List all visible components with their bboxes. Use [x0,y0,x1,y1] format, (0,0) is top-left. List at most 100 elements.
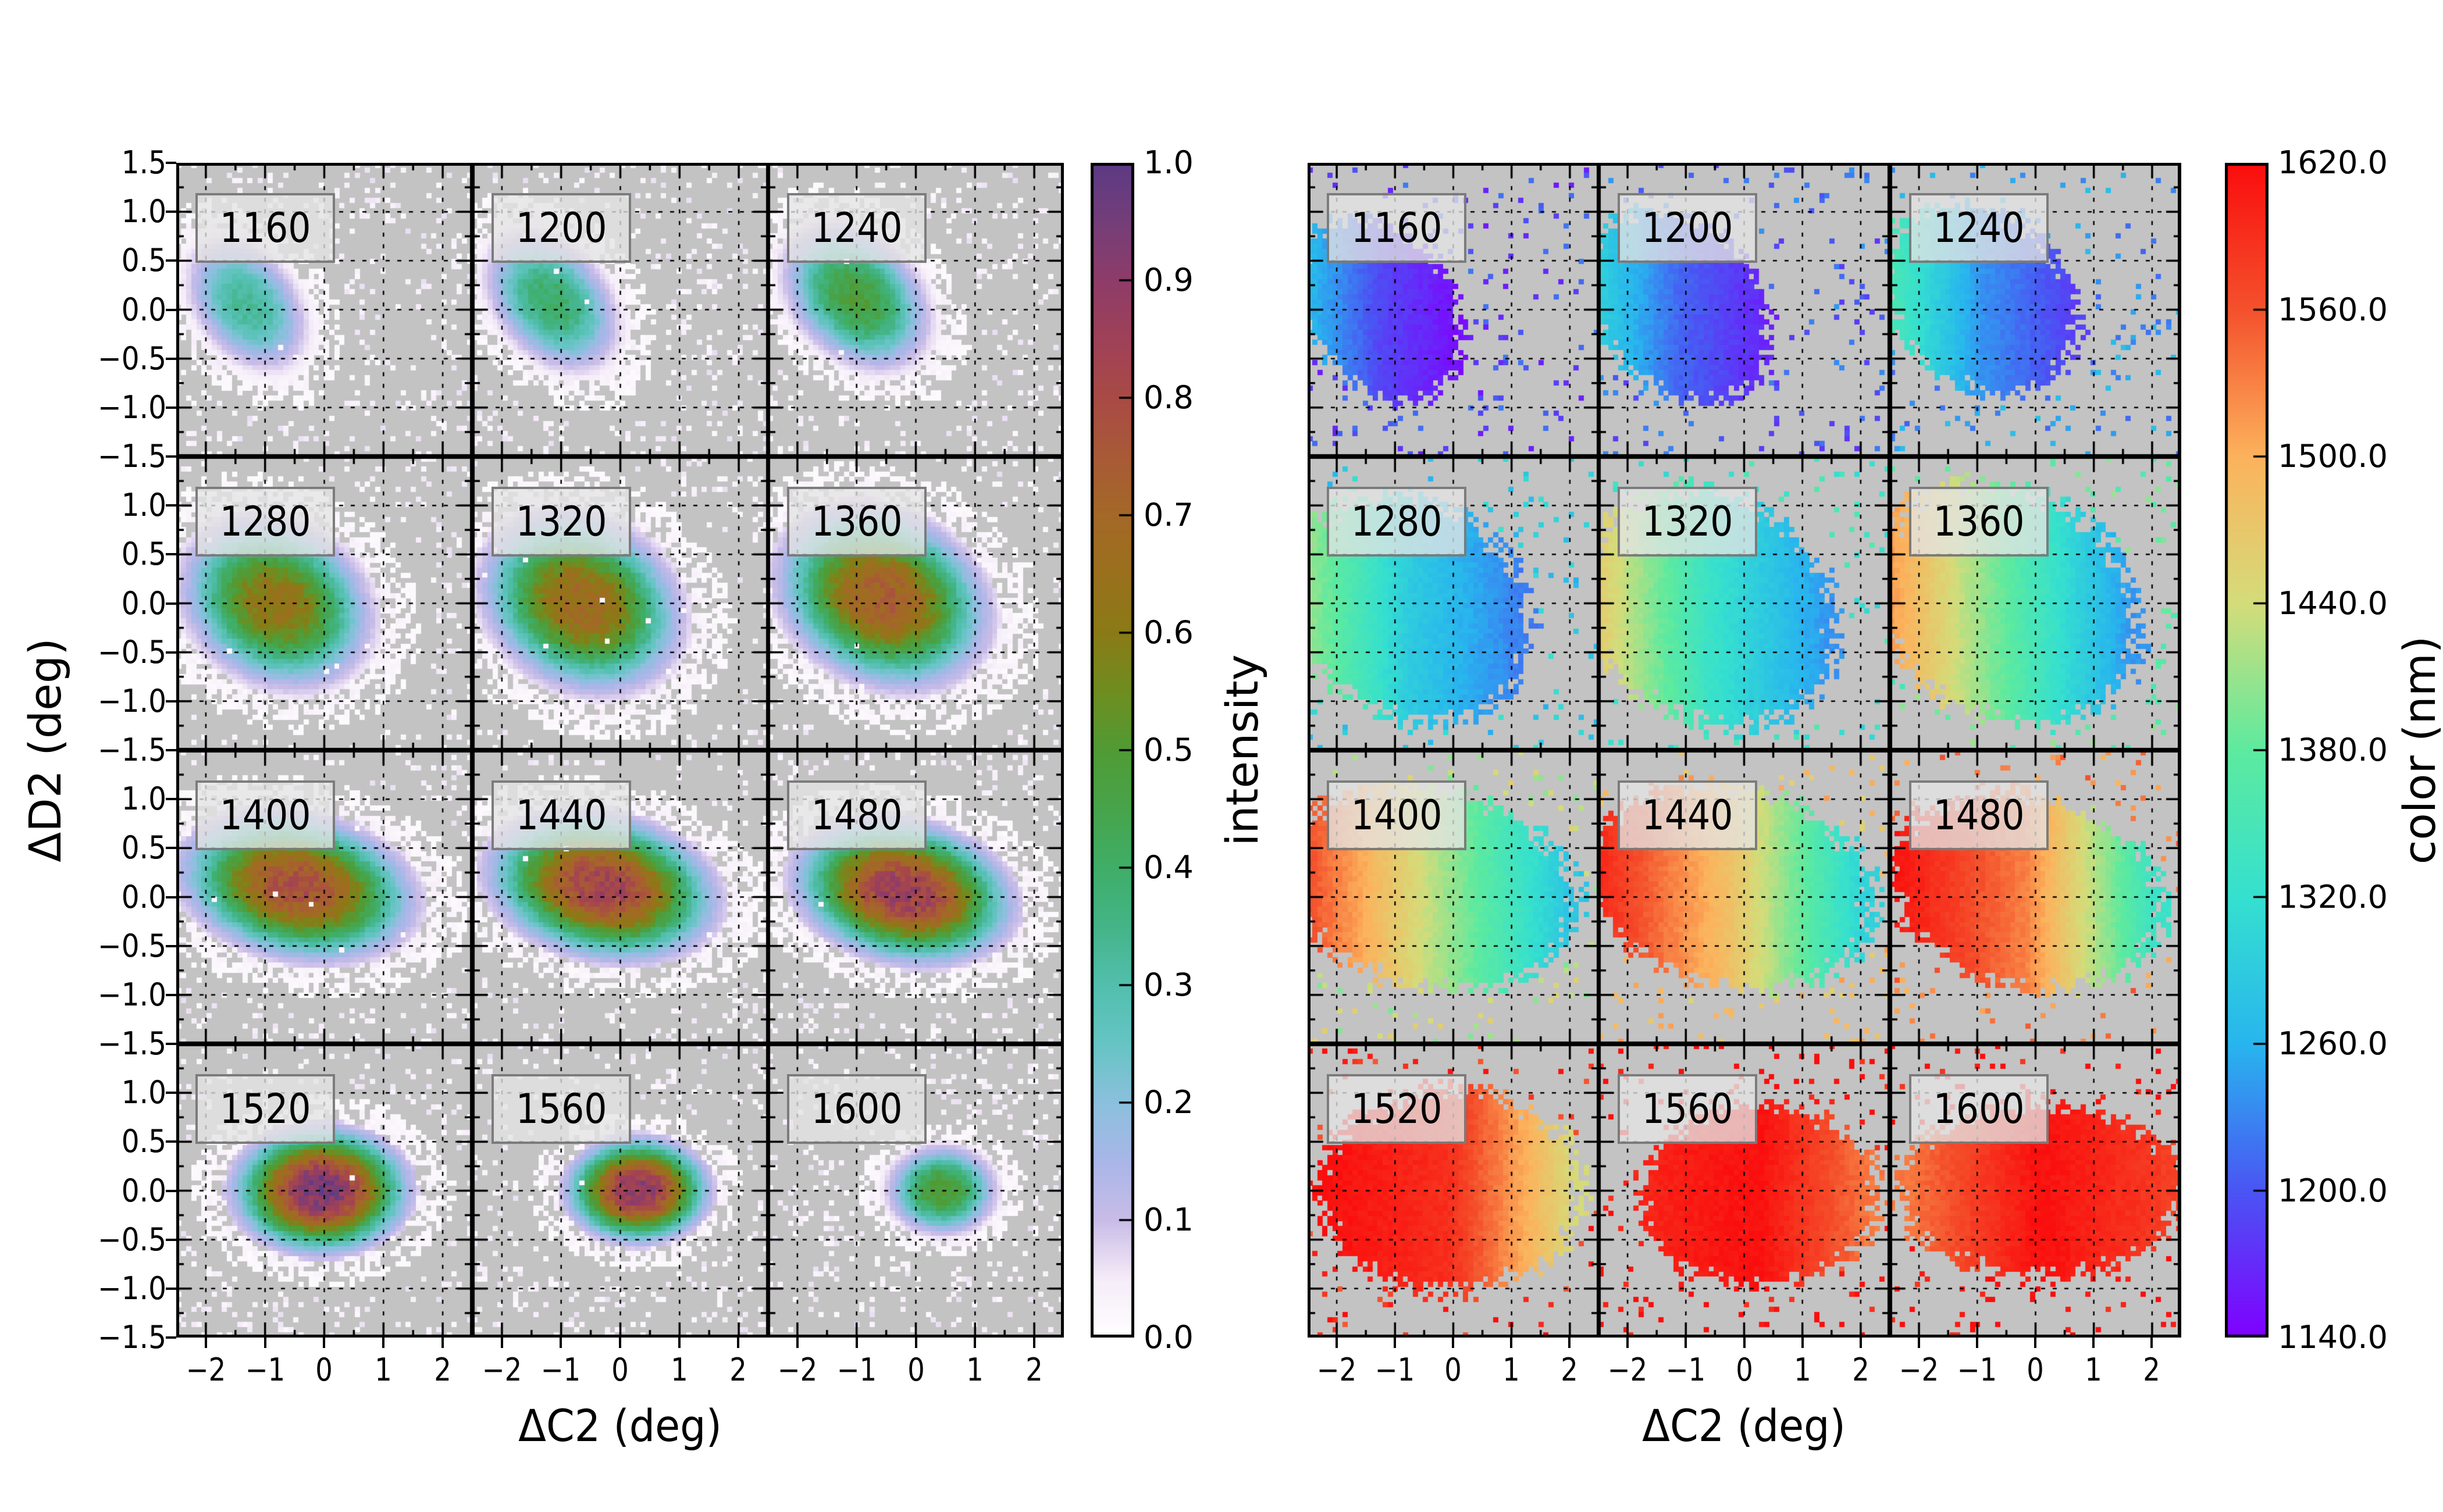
subplot-label-box: 1440 [1618,780,1758,850]
x-outward-tick [2150,1338,2153,1348]
x-outward-tick [1859,1338,1862,1348]
heatmap-cell-color-panel-1560: 1560 [1598,1044,1890,1338]
x-tick-label: 2 [2143,1351,2160,1388]
subplot-label: 1440 [515,791,607,839]
subplot-label-box: 1160 [1327,193,1466,263]
heatmap-cell-color-panel-1160: 1160 [1308,163,1599,457]
subplot-label: 1440 [1641,791,1733,839]
y-tick-label: 0.0 [121,291,166,328]
x-tick-label: 0 [611,1351,629,1388]
subplot-label: 1320 [1641,498,1733,545]
y-tick-label: −0.5 [97,340,166,377]
subplot-label: 1600 [1933,1085,2025,1133]
heatmap-cell-color-panel-1240: 1240 [1889,163,2181,457]
heatmap-cell-color-panel-1360: 1360 [1889,457,2181,750]
colorbar-color-panel [2225,163,2268,1338]
x-outward-tick [1394,1338,1397,1348]
colorbar-tick-label: 1620.0 [2278,144,2388,181]
y-outward-tick [166,1092,176,1094]
x-tick-label: −1 [541,1351,581,1388]
subplot-label-box: 1280 [1327,487,1466,557]
subplot-label-box: 1520 [195,1074,335,1144]
colorbar-title-intensity: intensity [1216,654,1268,846]
subplot-label: 1280 [1351,498,1443,545]
x-outward-tick [678,1338,681,1348]
colorbar-tick-label: 1560.0 [2278,291,2388,328]
heatmap-cell-intensity-panel-1560: 1560 [472,1044,768,1338]
y-tick-label: 0.5 [121,1123,166,1160]
subplot-label: 1240 [811,204,903,252]
x-tick-label: −1 [1957,1351,1997,1388]
heatmap-cell-intensity-panel-1480: 1480 [768,750,1064,1044]
heatmap-cell-color-panel-1480: 1480 [1889,750,2181,1044]
x-outward-tick [500,1338,503,1348]
subplot-label: 1280 [219,498,311,545]
x-tick-label: 1 [1793,1351,1811,1388]
heatmap-cell-intensity-panel-1400: 1400 [176,750,472,1044]
y-tick-label: 0.5 [121,242,166,279]
heatmap-cell-intensity-panel-1240: 1240 [768,163,1064,457]
x-outward-tick [914,1338,917,1348]
y-outward-tick [166,847,176,850]
colorbar-tick-label: 0.5 [1144,732,1194,768]
subplot-label: 1520 [1351,1085,1443,1133]
x-tick-label: 0 [315,1351,333,1388]
heatmap-cell-intensity-panel-1520: 1520 [176,1044,472,1338]
subplot-label-box: 1200 [1618,193,1758,263]
subplot-label: 1320 [515,498,607,545]
y-tick-label: −1.5 [97,1025,166,1062]
x-outward-tick [974,1338,977,1348]
heatmap-cell-color-panel-1400: 1400 [1308,750,1599,1044]
heatmap-cell-intensity-panel-1320: 1320 [472,457,768,750]
x-outward-tick [2034,1338,2036,1348]
x-tick-label: 2 [1851,1351,1869,1388]
heatmap-cell-color-panel-1520: 1520 [1308,1044,1599,1338]
subplot-label: 1400 [219,791,311,839]
x-tick-label: 1 [1502,1351,1520,1388]
subplot-label: 1160 [219,204,311,252]
colorbar-tick-label: 0.4 [1144,849,1194,886]
colorbar-tick-label: 0.6 [1144,614,1194,651]
y-outward-tick [166,944,176,947]
x-tick-label: 1 [670,1351,688,1388]
heatmap-cell-color-panel-1440: 1440 [1598,750,1890,1044]
y-outward-tick [166,651,176,654]
y-outward-tick [166,749,176,751]
y-tick-label: 1.0 [121,487,166,524]
subplot-label-box: 1360 [1908,487,2049,557]
x-outward-tick [619,1338,621,1348]
heatmap-cell-color-panel-1320: 1320 [1598,457,1890,750]
heatmap-cell-intensity-panel-1160: 1160 [176,163,472,457]
x-outward-tick [737,1338,740,1348]
y-outward-tick [166,798,176,801]
x-tick-label: 2 [434,1351,451,1388]
colorbar-intensity-panel [1091,163,1134,1338]
x-outward-tick [1336,1338,1338,1348]
subplot-label-box: 1480 [787,780,927,850]
x-outward-tick [1917,1338,1920,1348]
y-tick-label: −1.5 [97,732,166,768]
x-tick-label: −2 [482,1351,522,1388]
colorbar-tick-label: 0.7 [1144,497,1194,533]
subplot-label: 1480 [811,791,903,839]
y-tick-label: −0.5 [97,633,166,671]
y-tick-label: 1.0 [121,1074,166,1111]
x-tick-label: 2 [729,1351,747,1388]
subplot-label-box: 1320 [491,487,631,557]
subplot-label-box: 1240 [787,193,927,263]
subplot-label: 1400 [1351,791,1443,839]
heatmap-cell-intensity-panel-1600: 1600 [768,1044,1064,1338]
y-outward-tick [166,504,176,507]
y-tick-label: 0.0 [121,878,166,915]
heatmap-cell-intensity-panel-1360: 1360 [768,457,1064,750]
colorbar-tick-label: 1380.0 [2278,732,2388,768]
x-tick-label: 0 [1444,1351,1462,1388]
subplot-label-box: 1480 [1908,780,2049,850]
x-axis-title-right: ΔC2 (deg) [1642,1400,1846,1452]
subplot-label: 1160 [1351,204,1443,252]
subplot-label-box: 1600 [1908,1074,2049,1144]
x-tick-label: −2 [777,1351,818,1388]
x-outward-tick [1743,1338,1746,1348]
subplot-label: 1200 [515,204,607,252]
x-tick-label: −1 [1666,1351,1706,1388]
